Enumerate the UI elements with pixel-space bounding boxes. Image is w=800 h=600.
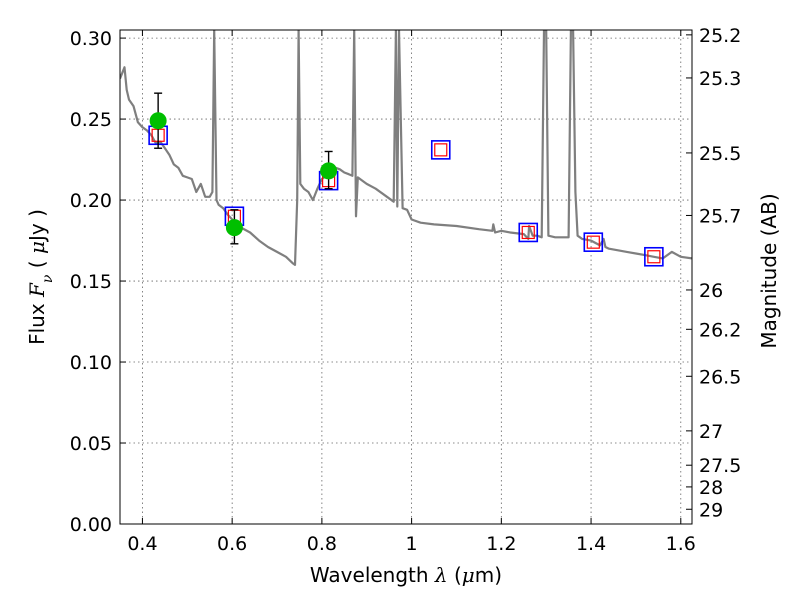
y-tick-label: 0.30: [70, 28, 112, 50]
model-band-markers: [148, 125, 664, 267]
x-axis-label-unit-open: (: [448, 563, 462, 587]
right-axis-tick-label: 26: [699, 280, 723, 302]
model-band-box: [583, 232, 604, 252]
y-tick-label: 0.10: [70, 352, 112, 374]
right-axis-tick-label: 26.2: [699, 319, 741, 341]
y-tick-label: 0.15: [70, 271, 112, 293]
model-band-box: [644, 246, 664, 267]
plot-frame: [119, 29, 693, 525]
y-axis-label-prefix: Flux: [25, 297, 49, 345]
x-tick-label: 1.4: [576, 533, 606, 555]
model-band-inner: [586, 235, 600, 249]
y-axis-label-unit-mu: μ: [25, 241, 49, 254]
y-axis-label-unit-rest: Jy ): [25, 209, 49, 243]
observed-point: [149, 112, 167, 130]
x-tick-label: 1.6: [666, 533, 696, 555]
model-band-box: [518, 222, 539, 243]
right-axis-tick-label: 25.3: [699, 68, 741, 90]
x-axis-label-unit-rest: m): [475, 563, 502, 587]
x-axis-label-symbol: λ: [434, 563, 448, 587]
model-spectrum-line: [120, 30, 692, 266]
y-axis-label-subscript: ν: [40, 274, 56, 283]
model-band-inner: [647, 250, 661, 264]
right-axis-tick-label: 26.5: [699, 366, 741, 388]
right-axis-tick-label: 25.7: [699, 205, 741, 227]
right-axis-tick-label: 27.5: [699, 455, 741, 477]
y-tick-label: 0.20: [70, 190, 112, 212]
x-tick-label: 1: [406, 533, 418, 555]
x-tick-label: 0.8: [307, 533, 337, 555]
x-tick-label: 0.4: [127, 533, 157, 555]
y-axis-label: Flux Fν ( μJy ): [25, 209, 56, 345]
axis-ticks: 0.4 0.6 0.8 1 1.2 1.4 1.6 0.00 0.05 0.10 0.15 0.20 0…: [70, 25, 742, 555]
right-axis-tick-label: 25.2: [699, 25, 741, 47]
model-band-box: [430, 140, 451, 160]
observed-photometry: [149, 92, 338, 245]
x-axis-label-unit-mu: μ: [462, 563, 475, 587]
observed-point: [225, 219, 243, 237]
observed-point: [320, 162, 338, 180]
right-axis-tick-label: 25.5: [699, 143, 741, 165]
x-axis-label-prefix: Wavelength: [310, 563, 435, 587]
y-tick-label: 0.05: [70, 433, 112, 455]
grid: [120, 30, 692, 525]
y-axis-label-symbol: F: [25, 282, 49, 298]
right-axis-tick-label: 28: [699, 477, 723, 499]
y-tick-label: 0.00: [70, 514, 112, 536]
x-tick-label: 1.2: [486, 533, 516, 555]
model-band-inner: [521, 225, 535, 240]
model-spectrum: [120, 30, 692, 266]
y-axis-label-unit-open: (: [25, 254, 49, 275]
right-axis-tick-label: 27: [699, 421, 723, 443]
model-band-inner: [434, 143, 448, 157]
x-axis-label: Wavelength λ (μm): [310, 563, 502, 587]
right-axis-tick-label: 29: [699, 499, 723, 521]
x-tick-label: 0.6: [217, 533, 247, 555]
y-tick-label: 0.25: [70, 109, 112, 131]
right-axis-label: Magnitude (AB): [757, 193, 781, 348]
